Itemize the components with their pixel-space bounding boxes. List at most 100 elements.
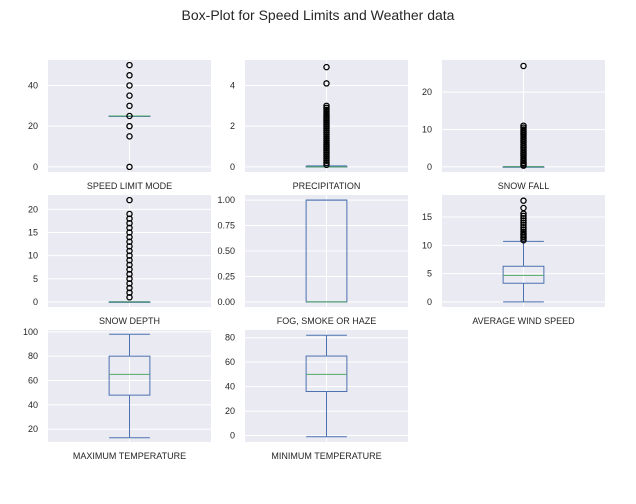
y-tick-label: 40 bbox=[28, 400, 38, 410]
boxplot-panel-2: 0 2 4 PRECIPITATION bbox=[230, 60, 408, 191]
outlier-point bbox=[520, 204, 527, 212]
outlier-point bbox=[323, 161, 330, 169]
x-axis-label: MAXIMUM TEMPERATURE bbox=[73, 451, 186, 461]
y-tick-label: 80 bbox=[225, 333, 235, 343]
boxplot-panel-8: 0 20 40 60 80 MINIMUM TEMPERATURE bbox=[225, 330, 408, 461]
outlier-point bbox=[323, 129, 330, 136]
y-tick-label: 20 bbox=[422, 87, 432, 97]
outlier-point bbox=[323, 124, 330, 132]
y-tick-label: 10 bbox=[422, 240, 432, 250]
outlier-point bbox=[323, 131, 330, 138]
y-tick-label: 0.50 bbox=[217, 246, 235, 256]
outlier-point bbox=[520, 214, 527, 222]
outlier-point bbox=[323, 141, 330, 148]
outlier-point bbox=[520, 219, 527, 226]
y-tick-label: 0.25 bbox=[217, 271, 235, 281]
outlier-point bbox=[520, 226, 527, 233]
y-tick-label: 60 bbox=[225, 357, 235, 367]
outlier-point bbox=[126, 72, 133, 79]
y-tick-label: 0 bbox=[427, 297, 432, 307]
y-tick-label: 10 bbox=[28, 251, 38, 261]
y-tick-label: 20 bbox=[28, 204, 38, 214]
y-tick-label: 4 bbox=[230, 80, 235, 90]
outlier-point bbox=[520, 228, 527, 236]
outlier-point bbox=[520, 212, 527, 220]
outlier-point bbox=[323, 112, 330, 120]
y-tick-label: 60 bbox=[28, 376, 38, 386]
y-tick-label: 0.00 bbox=[217, 297, 235, 307]
outlier-point bbox=[323, 110, 330, 118]
y-tick-label: 0.75 bbox=[217, 221, 235, 231]
outlier-point bbox=[126, 196, 133, 204]
outlier-point bbox=[323, 120, 330, 128]
y-tick-label: 100 bbox=[23, 327, 38, 337]
y-tick-label: 15 bbox=[28, 227, 38, 237]
outlier-point bbox=[520, 223, 527, 231]
x-axis-label: PRECIPITATION bbox=[293, 181, 361, 191]
y-tick-label: 10 bbox=[422, 124, 432, 134]
outlier-point bbox=[323, 149, 330, 156]
outlier-point bbox=[323, 157, 330, 165]
iqr-box bbox=[502, 265, 545, 284]
y-tick-label: 20 bbox=[225, 406, 235, 416]
outlier-point bbox=[520, 62, 527, 70]
outlier-point bbox=[323, 116, 330, 124]
y-tick-label: 20 bbox=[28, 121, 38, 131]
y-tick-label: 40 bbox=[225, 382, 235, 392]
iqr-box bbox=[108, 355, 151, 396]
outlier-point bbox=[323, 159, 330, 167]
y-tick-label: 15 bbox=[422, 212, 432, 222]
x-axis-label: AVERAGE WIND SPEED bbox=[472, 316, 575, 326]
outlier-point bbox=[323, 127, 330, 134]
y-tick-label: 0 bbox=[230, 431, 235, 441]
boxplot-panel-1: 0 20 40 SPEED LIMIT MODE bbox=[28, 60, 211, 191]
outlier-point bbox=[126, 133, 133, 140]
outlier-point bbox=[126, 122, 133, 130]
boxplot-panel-5: 0.00 0.25 0.50 0.75 1.00 FOG, SMOKE OR HAZE bbox=[217, 195, 408, 326]
outlier-point bbox=[323, 151, 330, 158]
outlier-point bbox=[323, 133, 330, 140]
boxplot-panel-3: 0 10 20 SNOW FALL bbox=[422, 60, 605, 191]
x-axis-label: SPEED LIMIT MODE bbox=[87, 181, 172, 191]
outlier-point bbox=[126, 61, 133, 69]
outlier-point bbox=[323, 63, 330, 71]
y-tick-label: 5 bbox=[427, 269, 432, 279]
y-tick-label: 0 bbox=[33, 162, 38, 172]
x-axis-label: MINIMUM TEMPERATURE bbox=[271, 451, 381, 461]
outlier-point bbox=[323, 139, 330, 146]
outlier-point bbox=[520, 122, 527, 129]
y-tick-label: 40 bbox=[28, 80, 38, 90]
iqr-box bbox=[305, 355, 348, 393]
outlier-point bbox=[126, 92, 133, 99]
outlier-point bbox=[126, 82, 133, 89]
outlier-point bbox=[323, 106, 330, 114]
boxplot-panel-6: 0 5 10 15 AVERAGE WIND SPEED bbox=[422, 195, 605, 326]
outlier-point bbox=[323, 145, 330, 152]
outlier-point bbox=[126, 102, 133, 110]
outlier-point bbox=[323, 104, 330, 112]
outlier-point bbox=[323, 147, 330, 154]
outlier-point bbox=[126, 210, 133, 218]
outlier-point bbox=[520, 221, 527, 229]
outlier-point bbox=[323, 118, 330, 126]
outlier-point bbox=[323, 108, 330, 116]
outlier-point bbox=[323, 137, 330, 144]
outlier-point bbox=[126, 112, 133, 120]
y-tick-label: 0 bbox=[33, 297, 38, 307]
outlier-point bbox=[126, 163, 133, 171]
outlier-point bbox=[323, 155, 330, 163]
outlier-point bbox=[323, 153, 330, 160]
x-axis-label: SNOW FALL bbox=[498, 181, 550, 191]
outlier-point bbox=[323, 135, 330, 142]
outlier-point bbox=[323, 122, 330, 130]
y-tick-label: 0 bbox=[230, 162, 235, 172]
x-axis-label: SNOW DEPTH bbox=[99, 316, 160, 326]
y-tick-label: 1.00 bbox=[217, 195, 235, 205]
outlier-point bbox=[323, 102, 330, 110]
y-tick-label: 80 bbox=[28, 351, 38, 361]
outlier-point bbox=[323, 143, 330, 150]
y-tick-label: 2 bbox=[230, 121, 235, 131]
x-axis-label: FOG, SMOKE OR HAZE bbox=[277, 316, 377, 326]
